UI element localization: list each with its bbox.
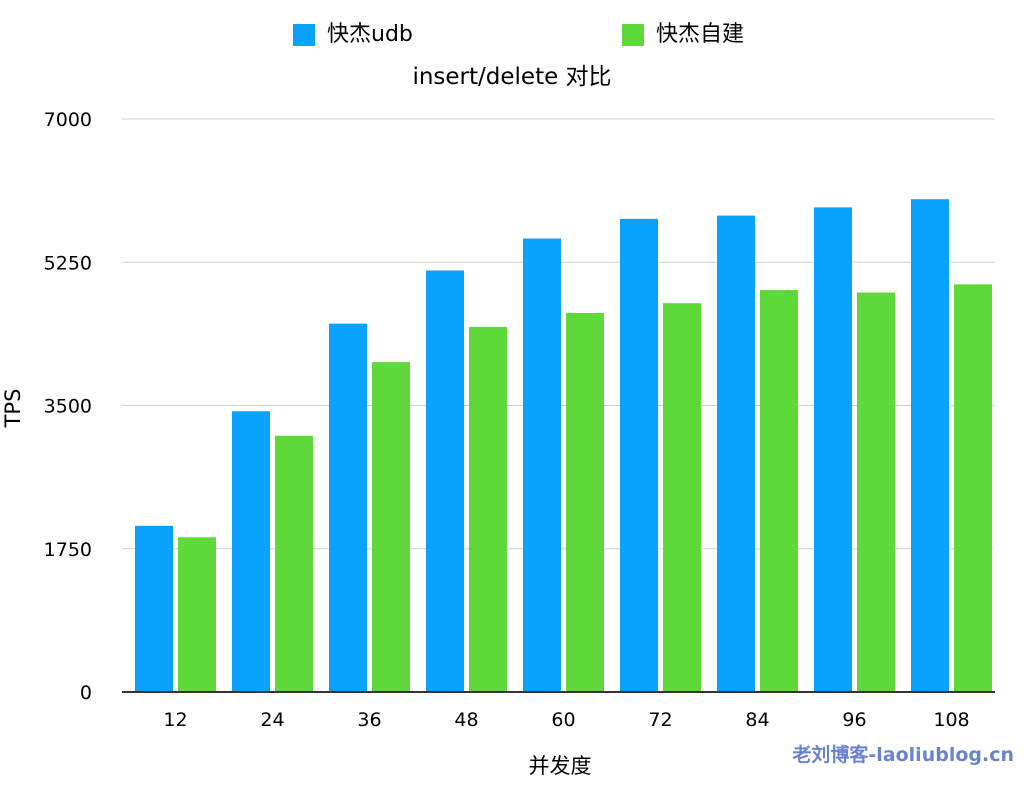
bar-udb — [523, 238, 561, 693]
watermark: 老刘博客-laoliublog.cn — [792, 744, 1014, 766]
x-tick-label: 48 — [454, 709, 478, 731]
x-axis-label: 并发度 — [529, 754, 592, 778]
bar-self-built — [566, 313, 604, 692]
bar-self-built — [372, 362, 410, 692]
bar-udb — [329, 323, 367, 692]
bar-self-built — [275, 435, 313, 692]
x-tick-label: 60 — [551, 709, 575, 731]
bar-self-built — [663, 303, 701, 692]
x-tick-label: 96 — [842, 709, 866, 731]
x-tick-label: 108 — [933, 709, 969, 731]
legend-item-self-built: 快杰自建 — [622, 22, 744, 48]
bar-self-built — [857, 292, 895, 692]
bar-udb — [911, 199, 949, 692]
y-tick-label: 5250 — [44, 252, 92, 274]
bar-udb — [135, 525, 173, 692]
bars — [135, 199, 992, 693]
chart-title: insert/delete 对比 — [412, 64, 611, 90]
bar-udb — [620, 218, 658, 692]
x-tick-label: 72 — [648, 709, 672, 731]
legend-label-self-built: 快杰自建 — [656, 22, 745, 47]
x-tick-label: 84 — [745, 709, 769, 731]
x-tick-label: 36 — [357, 709, 381, 731]
y-tick-label: 3500 — [44, 396, 92, 418]
legend-item-udb: 快杰udb — [293, 22, 413, 48]
y-tick-label: 7000 — [44, 109, 92, 131]
x-tick-label: 24 — [260, 709, 284, 731]
bar-udb — [232, 411, 270, 692]
x-tick-label: 12 — [163, 709, 187, 731]
bar-self-built — [954, 284, 992, 692]
axes: 0 1750 3500 5250 7000 12 24 36 48 60 72 84 96 108 — [44, 109, 995, 731]
bar-self-built — [760, 290, 798, 692]
bar-udb — [814, 207, 852, 693]
y-tick-label: 1750 — [44, 539, 92, 561]
legend-swatch-self-built — [622, 24, 644, 46]
bar-udb — [717, 215, 755, 692]
legend-label-udb: 快杰udb — [327, 22, 413, 47]
bar-self-built — [178, 537, 216, 692]
y-axis-label: TPS — [1, 389, 25, 429]
legend-swatch-udb — [293, 24, 315, 46]
y-tick-label: 0 — [80, 682, 92, 704]
bar-self-built — [469, 326, 507, 692]
bar-udb — [426, 270, 464, 692]
